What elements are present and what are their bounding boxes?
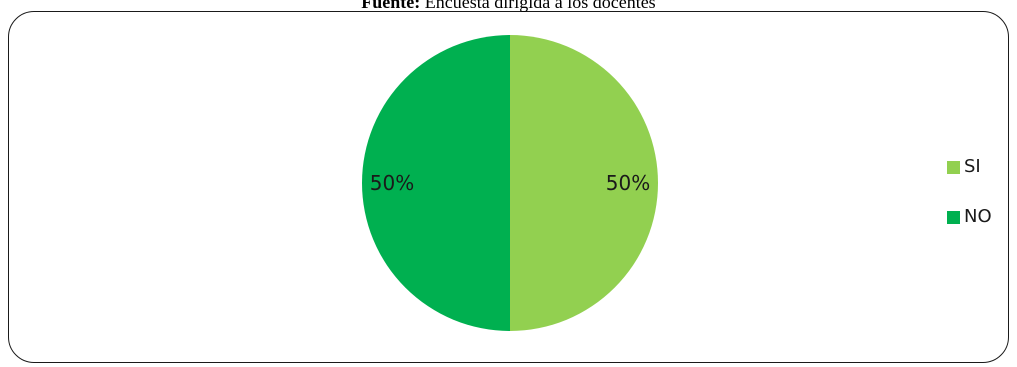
legend-label-si: SI [964, 156, 981, 177]
legend-item-no: NO [947, 205, 992, 229]
legend-label-no: NO [964, 206, 992, 227]
legend-swatch-no [947, 210, 960, 224]
legend-swatch-si [947, 160, 960, 174]
pie-slice-no [362, 35, 510, 331]
pie-slice-si [510, 35, 658, 331]
source-caption-label: Fuente: [361, 0, 421, 12]
legend-item-si: SI [947, 155, 992, 179]
data-label-no: 50% [370, 171, 414, 195]
data-label-si: 50% [606, 171, 650, 195]
source-caption-text: Encuesta dirigida a los docentes [420, 0, 656, 12]
source-caption: Fuente: Encuesta dirigida a los docentes [0, 0, 1017, 13]
chart-legend: SI NO [947, 155, 992, 255]
